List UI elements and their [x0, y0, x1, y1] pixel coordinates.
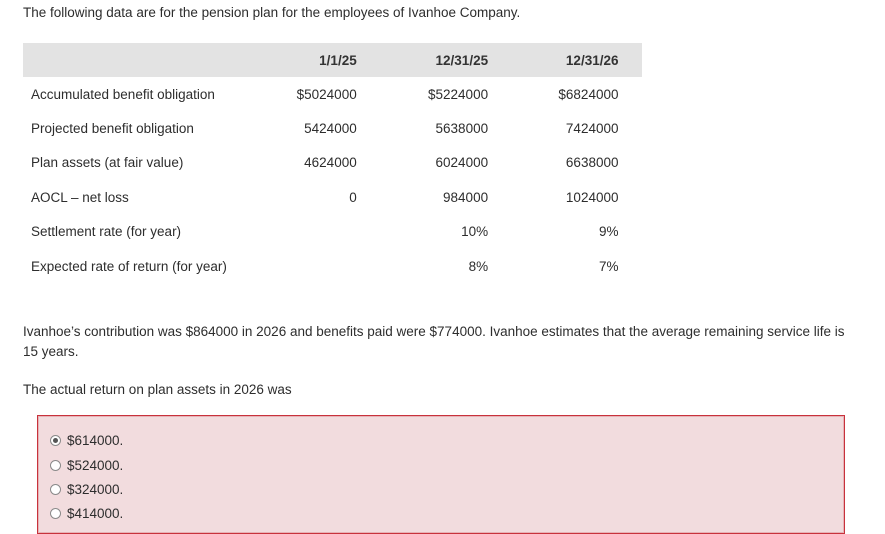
row-label: Projected benefit obligation: [31, 121, 194, 137]
answer-choices-box: $614000. $524000. $324000. $414000.: [37, 415, 845, 534]
header-1-1-25: 1/1/25: [319, 52, 357, 68]
header-12-31-25: 12/31/25: [435, 52, 489, 68]
option-label: $324000.: [67, 482, 124, 497]
row-label: Expected rate of return (for year): [31, 258, 227, 274]
header-12-31-26: 12/31/26: [565, 52, 619, 68]
cell-value: 7%: [598, 258, 619, 274]
intro-text: The following data are for the pension p…: [23, 5, 521, 20]
cell-value: $6824000: [558, 86, 619, 102]
radio-unselected-icon[interactable]: [50, 484, 61, 495]
option-label: $524000.: [67, 458, 124, 473]
question-text: The actual return on plan assets in 2026…: [23, 382, 292, 397]
cell-value: 4624000: [304, 155, 357, 171]
cell-value: 1024000: [565, 189, 619, 205]
cell-value: [277, 249, 357, 283]
cell-value: 8%: [468, 258, 489, 274]
radio-unselected-icon[interactable]: [50, 460, 61, 471]
option-614000[interactable]: $614000.: [50, 433, 123, 448]
cell-value: [277, 215, 357, 249]
cell-value: 5638000: [435, 121, 489, 137]
cell-value: $5024000: [296, 86, 357, 102]
option-label: $614000.: [67, 433, 124, 448]
cell-value: 6024000: [435, 155, 489, 171]
option-414000[interactable]: $414000.: [50, 506, 123, 521]
pension-data-table: 1/1/25 12/31/25 12/31/26 Accumulated ben…: [23, 43, 642, 283]
table-row: Settlement rate (for year) 10% 9%: [23, 215, 642, 249]
table-row: Plan assets (at fair value) 4624000 6024…: [23, 146, 642, 180]
table-row: Projected benefit obligation 5424000 563…: [23, 111, 642, 145]
table-row: AOCL – net loss 0 984000 1024000: [23, 180, 642, 214]
row-label: Plan assets (at fair value): [31, 155, 184, 171]
row-label: Accumulated benefit obligation: [31, 86, 215, 102]
radio-selected-icon[interactable]: [50, 435, 61, 446]
radio-unselected-icon[interactable]: [50, 508, 61, 519]
cell-value: $5224000: [428, 86, 489, 102]
cell-value: 0: [349, 189, 357, 205]
table-header-row: 1/1/25 12/31/25 12/31/26: [23, 43, 642, 77]
row-label: Settlement rate (for year): [31, 224, 182, 240]
cell-value: 6638000: [565, 155, 619, 171]
contribution-paragraph: Ivanhoe’s contribution was $864000 in 20…: [23, 324, 845, 359]
cell-value: 9%: [598, 224, 619, 240]
table-row: Accumulated benefit obligation $5024000 …: [23, 77, 642, 111]
option-524000[interactable]: $524000.: [50, 458, 123, 473]
cell-value: 10%: [461, 224, 489, 240]
cell-value: 5424000: [304, 121, 357, 137]
option-label: $414000.: [67, 506, 124, 521]
cell-value: 984000: [443, 189, 489, 205]
cell-value: 7424000: [565, 121, 619, 137]
row-label: AOCL – net loss: [31, 189, 129, 205]
option-324000[interactable]: $324000.: [50, 482, 123, 497]
table-row: Expected rate of return (for year) 8% 7%: [23, 249, 642, 283]
